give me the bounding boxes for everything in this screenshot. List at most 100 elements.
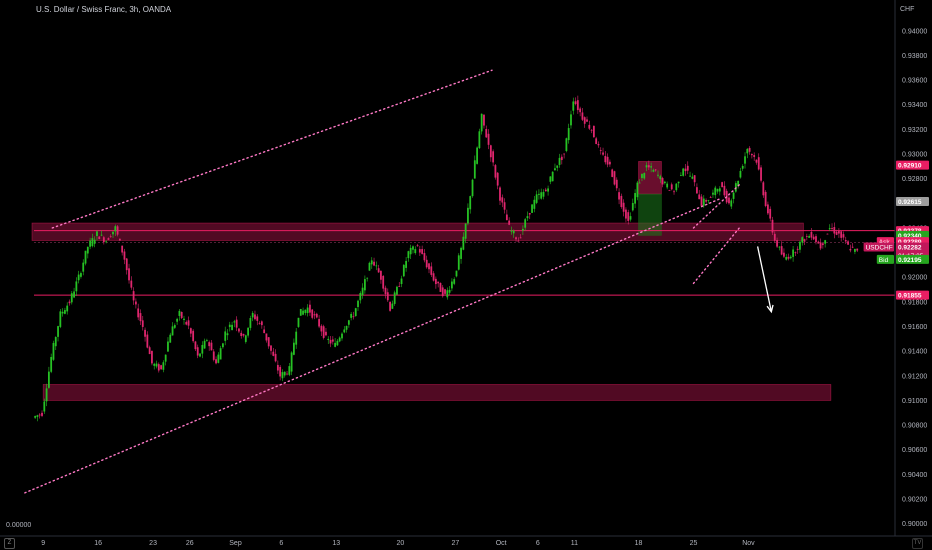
candle-body — [430, 266, 433, 275]
price-tick-label: 0.91800 — [902, 299, 927, 306]
candle-body — [327, 338, 330, 340]
candle-body — [144, 329, 146, 337]
candle — [370, 257, 373, 269]
candle-body — [146, 334, 149, 348]
candle-body — [286, 373, 288, 375]
candle — [137, 303, 140, 321]
candle-body — [460, 247, 462, 259]
candle-body — [421, 249, 424, 254]
candle-body — [673, 191, 675, 193]
candle — [455, 270, 458, 278]
candle — [123, 248, 126, 265]
candle-body — [471, 179, 474, 197]
support-zone — [42, 384, 832, 401]
candle — [799, 241, 801, 253]
candle — [753, 152, 756, 161]
candle-body — [210, 342, 213, 351]
candle-body — [176, 318, 179, 322]
candle-body — [503, 202, 506, 210]
candle-body — [77, 274, 80, 281]
candle-body — [732, 192, 735, 199]
price-label: 0.92615 — [896, 196, 929, 206]
candle-body — [116, 226, 119, 235]
candle-body — [831, 227, 833, 229]
candle-body — [647, 165, 650, 168]
candle — [256, 314, 259, 326]
candle-body — [265, 333, 268, 341]
candle-body — [160, 365, 162, 370]
resistance-zone — [31, 222, 804, 241]
candle — [192, 329, 195, 343]
candle-body — [318, 319, 320, 327]
price-tick-label: 0.91000 — [902, 398, 927, 405]
candle-body — [771, 219, 774, 233]
candle — [407, 250, 410, 262]
candle — [118, 238, 121, 241]
price-tick-label: 0.93400 — [902, 102, 927, 109]
candle — [473, 155, 476, 179]
candle-body — [821, 243, 824, 246]
candle-body — [714, 187, 717, 196]
candle — [267, 337, 270, 349]
candle — [730, 198, 733, 210]
candle-body — [334, 342, 337, 347]
candle-body — [844, 240, 847, 242]
candle-body — [139, 313, 142, 322]
price-label-text: 0.91855 — [898, 293, 922, 300]
candle-body — [540, 192, 543, 199]
candle — [588, 120, 591, 131]
candle-body — [524, 219, 527, 228]
candle — [505, 209, 508, 221]
candle-body — [281, 372, 284, 379]
candle-body — [352, 316, 355, 318]
candle — [61, 308, 64, 317]
candle — [707, 199, 710, 204]
candle — [363, 275, 366, 294]
candle — [389, 301, 391, 312]
candle — [171, 322, 174, 336]
candle — [380, 270, 382, 284]
candle — [196, 344, 199, 359]
candle-body — [354, 308, 357, 317]
time-axis[interactable]: 9 16 23 26 Sep 6 13 20 27 Oct 6 11 18 25 Nov — [41, 540, 755, 547]
candle-body — [272, 351, 275, 356]
candle — [439, 282, 442, 293]
candle — [620, 193, 623, 209]
price-label-text: 0.92615 — [898, 199, 922, 206]
candle — [244, 334, 247, 344]
candle-body — [634, 193, 636, 204]
candle-body — [187, 320, 190, 326]
candle — [238, 327, 240, 334]
candle-body — [604, 155, 607, 163]
candle-body — [293, 342, 295, 355]
candle — [469, 195, 472, 214]
candle-body — [389, 301, 391, 311]
candle — [38, 413, 41, 419]
candle-body — [709, 197, 712, 198]
candle-body — [789, 256, 792, 259]
candle — [89, 237, 92, 250]
candle-body — [615, 179, 618, 189]
candle — [702, 195, 705, 208]
candle-body — [826, 233, 829, 235]
candle — [673, 189, 675, 195]
candle-body — [169, 334, 172, 343]
candle-body — [650, 166, 653, 168]
candle — [189, 327, 192, 338]
candle — [329, 335, 332, 348]
candle-body — [730, 200, 733, 207]
timezone-badge[interactable]: Z — [4, 538, 15, 549]
candle-body — [521, 228, 524, 231]
candle-body — [627, 212, 630, 221]
candle — [693, 175, 696, 187]
candle — [622, 199, 625, 217]
candle — [361, 283, 364, 299]
candle — [418, 245, 421, 257]
candle — [558, 153, 561, 168]
candle-body — [276, 364, 279, 371]
candle-body — [613, 171, 616, 185]
candle — [306, 304, 309, 317]
price-axis[interactable]: 0.94000 0.93800 0.93600 0.93400 0.93200 0.930… — [902, 28, 927, 528]
candle-body — [208, 342, 211, 347]
